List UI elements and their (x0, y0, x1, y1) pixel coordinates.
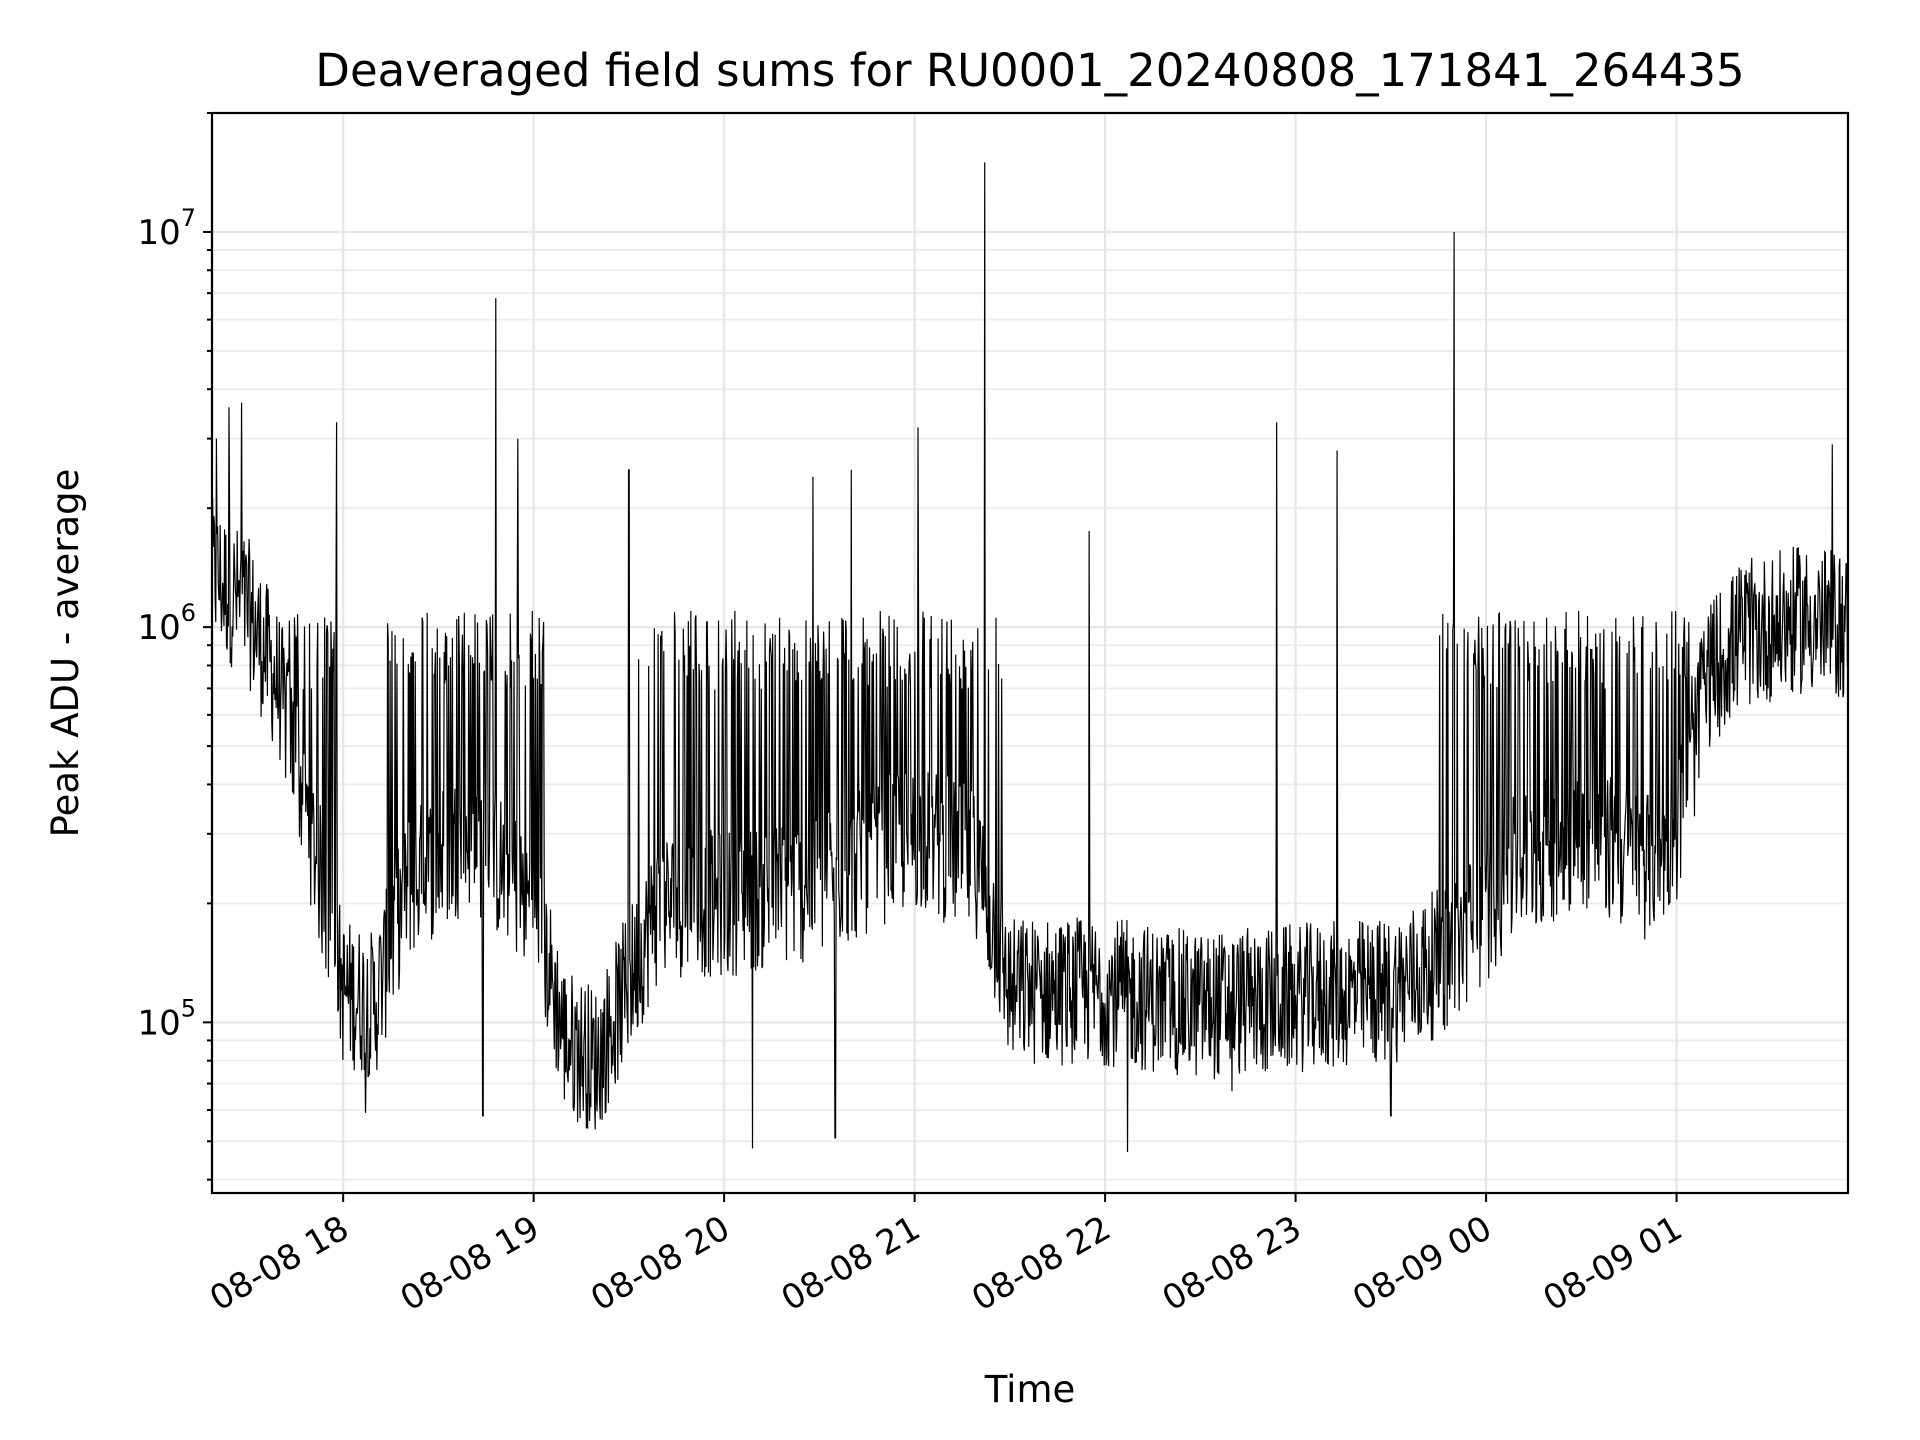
y-tick-exponent: 6 (181, 599, 196, 627)
y-tick-base: 10 (137, 608, 180, 648)
x-tick-label: 08-08 21 (775, 1208, 927, 1319)
y-tick-label: 107 (137, 204, 196, 253)
x-tick-label: 08-09 00 (1346, 1208, 1498, 1319)
y-tick-label: 105 (137, 994, 196, 1043)
x-axis-label: Time (984, 1368, 1076, 1411)
y-tick-label: 106 (137, 599, 196, 648)
y-axis-label: Peak ADU - average (44, 469, 87, 838)
y-tick-base: 10 (137, 213, 180, 253)
plot-frame (210, 111, 1850, 1195)
x-tick-label: 08-08 23 (1156, 1208, 1308, 1319)
series-line (211, 162, 1849, 1152)
x-tick-label: 08-08 22 (965, 1208, 1117, 1319)
x-tick-label: 08-08 20 (584, 1208, 736, 1319)
y-tick-base: 10 (137, 1003, 180, 1043)
x-tick-label: 08-08 18 (203, 1208, 355, 1319)
chart-title: Deaveraged field sums for RU0001_2024080… (315, 44, 1744, 97)
x-tick-label: 08-09 01 (1537, 1208, 1689, 1319)
y-tick-exponent: 5 (181, 994, 196, 1022)
x-axis: 08-08 18 08-08 19 08-08 20 08-08 21 08-08 22… (203, 1193, 1689, 1319)
series (211, 162, 1849, 1152)
y-tick-exponent: 7 (181, 204, 196, 232)
x-tick-label: 08-08 19 (394, 1208, 546, 1319)
